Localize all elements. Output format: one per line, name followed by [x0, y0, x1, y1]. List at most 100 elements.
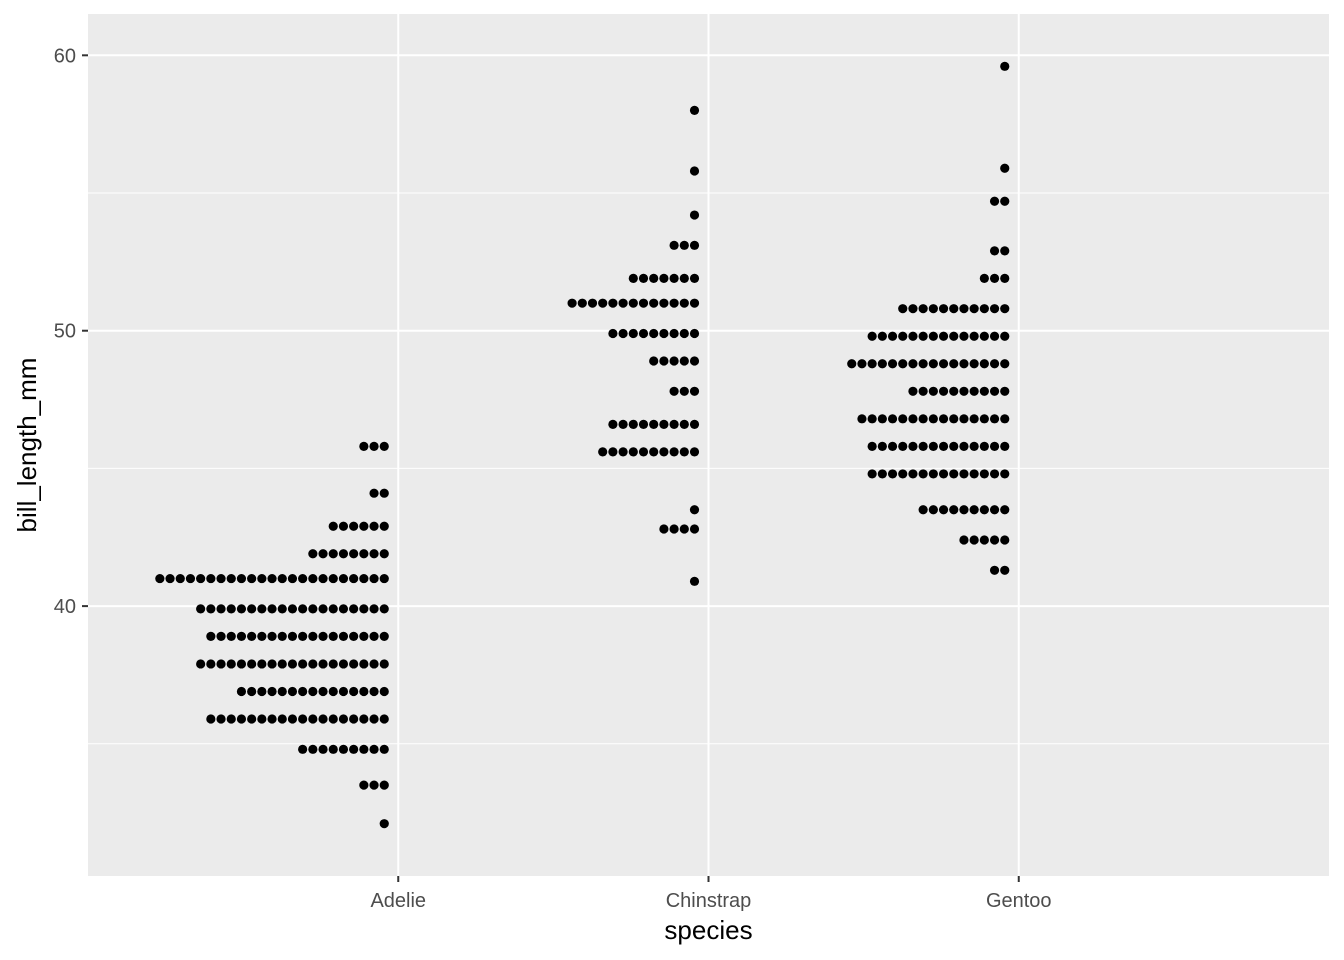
- dot: [898, 304, 908, 314]
- dot: [247, 659, 257, 669]
- dot: [928, 304, 938, 314]
- dot: [196, 659, 206, 669]
- dot: [308, 659, 318, 669]
- dot: [308, 549, 318, 559]
- dot: [659, 273, 669, 283]
- dot: [328, 631, 338, 642]
- dot: [638, 447, 649, 457]
- dot: [628, 298, 638, 308]
- dot: [959, 386, 969, 396]
- dot: [1000, 565, 1010, 575]
- dot: [257, 573, 267, 584]
- dot: [669, 386, 679, 396]
- dot: [165, 573, 175, 584]
- dot: [379, 573, 389, 584]
- dot: [689, 505, 700, 515]
- dot: [949, 359, 959, 369]
- dot: [659, 447, 669, 457]
- y-tick-label: 40: [54, 596, 76, 618]
- dot: [979, 331, 989, 341]
- dot: [949, 414, 959, 424]
- dot: [908, 441, 918, 451]
- dot: [379, 521, 389, 531]
- dot: [338, 573, 349, 584]
- dot: [1000, 386, 1010, 396]
- dot: [669, 524, 679, 534]
- dot: [567, 298, 577, 308]
- dot: [318, 604, 328, 614]
- dot: [308, 744, 318, 754]
- dot: [267, 686, 277, 697]
- dot: [989, 469, 1000, 479]
- dot: [918, 386, 928, 396]
- dot: [928, 386, 938, 396]
- dot: [359, 744, 369, 754]
- dot: [236, 686, 247, 697]
- dot: [649, 447, 659, 457]
- dot: [938, 304, 949, 314]
- dot: [979, 304, 989, 314]
- x-axis: Adelie Chinstrap Gentoo: [370, 876, 1052, 912]
- dot: [369, 714, 379, 724]
- dot: [236, 631, 247, 642]
- dot: [679, 524, 689, 534]
- dot: [349, 604, 359, 614]
- dot: [659, 298, 669, 308]
- dot: [989, 273, 1000, 283]
- dot: [277, 604, 287, 614]
- dot: [308, 573, 318, 584]
- dot: [908, 359, 918, 369]
- dot: [959, 304, 969, 314]
- dot: [908, 386, 918, 396]
- dot: [867, 359, 877, 369]
- dot: [369, 659, 379, 669]
- dot: [185, 573, 196, 584]
- dot: [379, 686, 389, 697]
- dot: [379, 488, 389, 498]
- dots: [155, 61, 1010, 829]
- dot: [659, 356, 669, 366]
- y-axis-title: bill_length_mm: [12, 358, 42, 533]
- dot: [989, 331, 1000, 341]
- dot: [628, 419, 638, 429]
- dot: [379, 780, 389, 790]
- dot: [949, 331, 959, 341]
- dot: [959, 359, 969, 369]
- dot: [989, 535, 1000, 545]
- dot: [257, 714, 267, 724]
- x-tick-label: Gentoo: [986, 890, 1052, 912]
- dot: [689, 298, 700, 308]
- dot: [969, 304, 979, 314]
- dot: [669, 328, 679, 339]
- dot: [969, 535, 979, 545]
- dot: [247, 631, 257, 642]
- dot: [689, 447, 700, 457]
- dot: [979, 386, 989, 396]
- dot: [908, 331, 918, 341]
- dot: [969, 469, 979, 479]
- dot: [959, 469, 969, 479]
- dot: [628, 447, 638, 457]
- dot: [689, 524, 700, 534]
- x-tick-label: Chinstrap: [666, 890, 752, 912]
- dot: [359, 441, 369, 451]
- dot: [328, 521, 338, 531]
- dot: [267, 573, 277, 584]
- dot: [216, 714, 226, 724]
- dot: [979, 441, 989, 451]
- dot: [669, 356, 679, 366]
- dot: [247, 573, 257, 584]
- dot: [628, 273, 638, 283]
- dot: [928, 469, 938, 479]
- dot: [349, 744, 359, 754]
- dot: [236, 714, 247, 724]
- dot: [267, 604, 277, 614]
- dot: [1000, 469, 1010, 479]
- dot: [908, 304, 918, 314]
- dot: [318, 686, 328, 697]
- dot: [857, 414, 867, 424]
- dot: [379, 659, 389, 669]
- dot: [277, 631, 287, 642]
- dot: [1000, 273, 1010, 283]
- dot: [689, 328, 700, 339]
